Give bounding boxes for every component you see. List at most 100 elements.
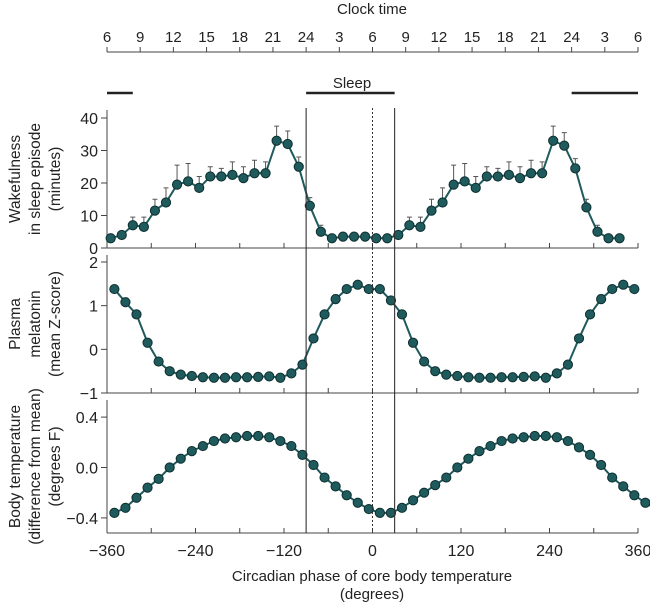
data-point <box>492 171 503 182</box>
data-point <box>175 453 186 464</box>
data-point <box>474 446 485 457</box>
data-point <box>551 432 562 443</box>
data-point <box>551 368 562 379</box>
data-point <box>194 182 205 193</box>
data-point <box>319 472 330 483</box>
data-point <box>238 173 249 184</box>
data-point <box>116 229 127 241</box>
data-point <box>363 503 374 515</box>
clock-tick-label: 21 <box>265 29 282 46</box>
data-point <box>131 309 142 320</box>
data-point <box>525 168 537 179</box>
data-point <box>426 205 437 216</box>
data-point <box>503 169 515 180</box>
data-point <box>186 370 197 382</box>
data-point <box>618 481 629 492</box>
y-tick-label: 20 <box>80 176 98 193</box>
data-point <box>584 449 596 460</box>
data-point <box>407 337 419 348</box>
clock-tick-label: 24 <box>563 29 580 46</box>
data-point <box>352 279 363 290</box>
data-point <box>230 372 242 383</box>
data-point <box>415 221 426 232</box>
data-point <box>260 168 271 179</box>
data-point <box>330 294 341 305</box>
data-point <box>507 372 518 383</box>
y-tick-label: 0.4 <box>76 410 98 427</box>
data-point <box>607 283 618 295</box>
data-point <box>629 283 640 295</box>
clock-tick-label: 9 <box>136 29 144 46</box>
data-point <box>208 435 220 447</box>
data-point <box>297 359 308 370</box>
data-point <box>253 371 264 382</box>
data-point <box>164 462 175 473</box>
data-point <box>430 480 441 491</box>
data-point <box>419 487 430 498</box>
data-point <box>371 233 382 244</box>
data-point <box>581 202 592 213</box>
data-point <box>573 333 585 344</box>
data-point <box>385 507 397 518</box>
clock-tick-label: 18 <box>497 29 514 46</box>
data-point <box>352 497 363 508</box>
data-point <box>330 481 341 492</box>
y-axis-label: Body temperature <box>7 405 24 528</box>
y-axis-label: (difference from mean) <box>27 388 44 545</box>
clock-tick-label: 3 <box>335 29 343 46</box>
data-point <box>518 371 529 382</box>
clock-tick-label: 18 <box>231 29 248 46</box>
data-point <box>275 372 286 383</box>
data-point <box>514 173 526 184</box>
y-axis-label: melatonin <box>27 290 44 357</box>
clock-tick-label: 21 <box>530 29 547 46</box>
data-point <box>120 297 131 308</box>
data-point <box>337 231 349 242</box>
data-point <box>242 372 253 383</box>
data-point <box>419 356 430 367</box>
data-point <box>407 495 419 506</box>
y-tick-label: 2 <box>89 255 98 272</box>
data-point <box>308 333 319 344</box>
panel-wakefulness: 0 10 20 30 40 Wakefulness in sleep episode (min… <box>7 110 639 258</box>
data-point <box>385 295 397 306</box>
data-point <box>230 432 242 443</box>
data-point <box>326 233 338 244</box>
data-point <box>529 371 540 382</box>
data-point <box>437 197 448 208</box>
data-point <box>249 168 260 179</box>
data-point <box>596 294 607 305</box>
data-point <box>396 502 408 513</box>
data-point <box>573 442 585 453</box>
y-axis-label: Wakefulness <box>7 135 24 223</box>
clock-tick-label: 3 <box>601 29 609 46</box>
y-axis-label: (degrees F) <box>47 426 64 506</box>
y-tick-label: 0.0 <box>76 461 98 478</box>
y-axis-label: in sleep episode <box>27 123 44 235</box>
clock-tick-label: 15 <box>198 29 215 46</box>
x-axis: −360 −240 −120 0 120 240 360 <box>89 543 650 560</box>
data-point <box>452 462 463 473</box>
data-point <box>105 233 116 244</box>
data-point <box>293 161 304 172</box>
data-point <box>153 473 164 484</box>
top-axis-title: Clock time <box>337 1 407 18</box>
panel-temperature: −0.4 0.0 0.4 Body temperature (difference fr… <box>7 388 650 545</box>
data-point <box>496 372 507 383</box>
x-axis-label-line1: Circadian phase of core body temperature <box>232 568 512 585</box>
data-point <box>186 446 197 457</box>
data-point <box>518 432 529 443</box>
clock-tick-label: 15 <box>464 29 481 46</box>
clock-tick-label: 12 <box>165 29 182 46</box>
data-point <box>264 432 275 443</box>
data-point <box>208 372 220 383</box>
data-point <box>153 356 164 367</box>
data-point <box>463 453 474 464</box>
y-axis-label: (mean Z-score) <box>47 271 64 377</box>
clock-time-axis: 6 9 12 15 18 21 24 3 6 9 12 15 18 21 24 3 6 <box>103 29 642 53</box>
data-point <box>404 220 415 231</box>
data-point <box>183 176 194 187</box>
data-point <box>396 309 408 320</box>
